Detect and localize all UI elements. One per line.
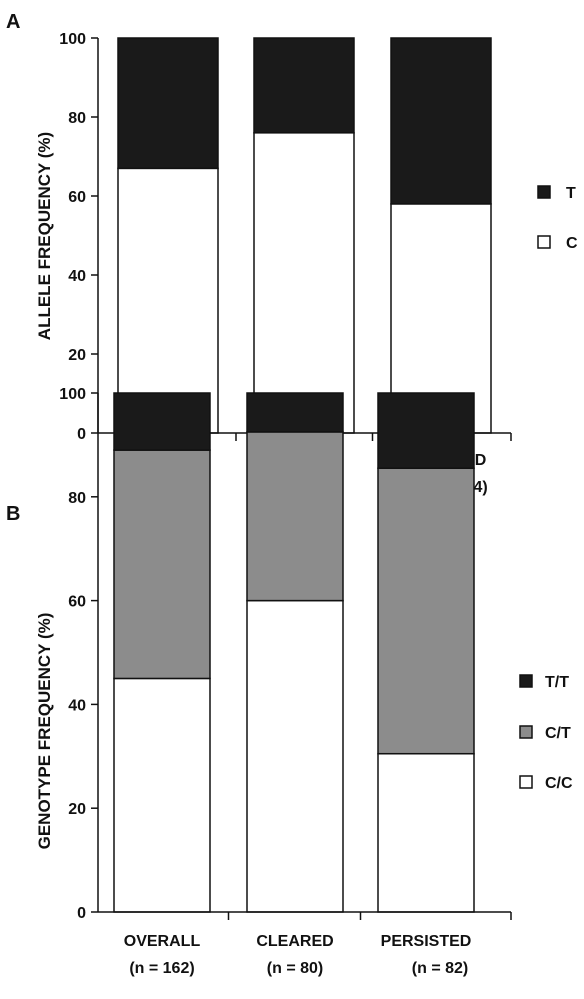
legend-swatch	[519, 725, 533, 739]
sample-size-label: (n = 80)	[267, 960, 323, 977]
panel-letter: B	[6, 503, 20, 525]
y-tick-label: 20	[68, 801, 86, 818]
panel-letter: A	[6, 11, 20, 33]
sample-size-label: (n = 162)	[129, 960, 194, 977]
legend-label: C/T	[545, 725, 571, 742]
panel-a: A ALLELE FREQUENCY (%) 020406080100OVERA…	[6, 11, 578, 496]
bar-segment-c-cleared	[253, 132, 355, 434]
bar-segment-c-t-persisted	[377, 467, 475, 755]
bar-segment-c-t-cleared	[246, 431, 344, 602]
bar-segment-t-t-persisted	[377, 392, 475, 470]
legend: T/T C/T C/C	[519, 674, 573, 792]
y-tick-label: 60	[68, 594, 86, 611]
y-tick-label: 0	[77, 905, 86, 922]
y-axis-label: GENOTYPE FREQUENCY (%)	[35, 613, 54, 850]
legend-item-c: C	[537, 235, 578, 252]
y-tick-label: 20	[68, 347, 86, 364]
x-tick-label: OVERALL	[124, 933, 201, 950]
y-axis-label: ALLELE FREQUENCY (%)	[35, 132, 54, 340]
bar-segment-c-c-overall	[113, 677, 211, 913]
y-tick-label: 40	[68, 268, 86, 285]
bar-segment-t-cleared	[253, 37, 355, 134]
legend-item-ct: C/T	[519, 725, 571, 742]
y-tick-label: 0	[77, 426, 86, 443]
sample-size-label: (n = 82)	[412, 960, 468, 977]
legend-label: C	[566, 235, 578, 252]
plot-area: 0 20 40 60 80 100 OVERALL (n = 162) CLEARED (n = …	[59, 386, 512, 977]
bar-segment-t-overall	[117, 37, 219, 170]
bar-segment-t-t-overall	[113, 392, 211, 451]
legend-label: T/T	[545, 674, 569, 691]
legend: T C	[537, 185, 578, 252]
bar-segment-c-c-persisted	[377, 752, 475, 913]
bar-segment-c-t-overall	[113, 449, 211, 680]
bar-segment-t-t-cleared	[246, 392, 344, 433]
bar-segment-t-persisted	[390, 37, 492, 205]
bar-segment-c-overall	[117, 167, 219, 434]
legend-swatch	[519, 775, 533, 789]
y-tick-label: 100	[59, 31, 86, 48]
y-tick-label: 60	[68, 189, 86, 206]
legend-item-t: T	[537, 185, 576, 202]
legend-swatch	[537, 185, 551, 199]
legend-item-cc: C/C	[519, 775, 573, 792]
panel-b: B GENOTYPE FREQUENCY (%) 0 20 40 60 80 100 OVE…	[6, 386, 573, 977]
legend-label: T	[566, 185, 576, 202]
y-tick-label: 80	[68, 110, 86, 127]
x-tick-label: PERSISTED	[381, 933, 472, 950]
bar-segment-c-c-cleared	[246, 599, 344, 913]
legend-label: C/C	[545, 775, 573, 792]
legend-swatch	[537, 235, 551, 249]
y-tick-label: 40	[68, 697, 86, 714]
legend-swatch	[519, 674, 533, 688]
x-tick-label: CLEARED	[256, 933, 333, 950]
y-tick-label: 80	[68, 490, 86, 507]
y-tick-label: 100	[59, 386, 86, 403]
legend-item-tt: T/T	[519, 674, 569, 691]
